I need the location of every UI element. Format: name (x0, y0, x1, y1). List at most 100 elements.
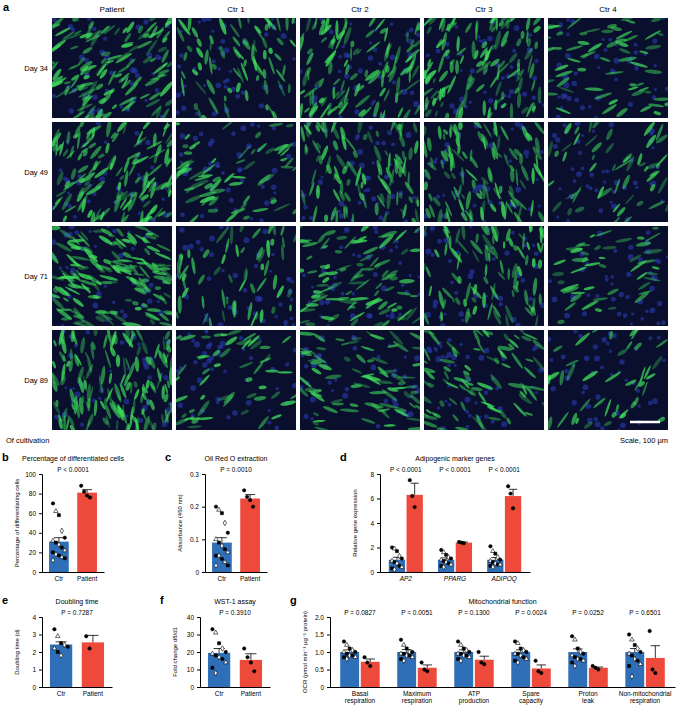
stain (424, 99, 431, 113)
stain (142, 55, 153, 64)
nucleus (610, 201, 613, 204)
stain (435, 110, 439, 116)
stain (52, 68, 63, 82)
nucleus (180, 133, 185, 138)
stain (350, 47, 352, 61)
nucleus (578, 151, 582, 155)
nucleus (214, 162, 220, 168)
stain (232, 67, 241, 78)
stain (438, 18, 445, 30)
stain (116, 227, 125, 237)
nucleus (179, 53, 184, 58)
nucleus (409, 274, 412, 277)
stain (100, 24, 111, 34)
stain (197, 108, 203, 118)
stain (286, 123, 294, 128)
stain (243, 59, 248, 67)
stain (320, 96, 328, 108)
stain (664, 202, 668, 212)
stain (534, 137, 541, 154)
nucleus (137, 173, 140, 176)
stain (98, 234, 113, 246)
nucleus (217, 67, 221, 71)
nucleus (300, 69, 303, 74)
stain (81, 198, 87, 213)
stain (500, 201, 507, 220)
stain (204, 49, 210, 65)
micrograph (424, 18, 544, 118)
stain (505, 228, 512, 242)
nucleus (401, 283, 405, 287)
stain (316, 284, 329, 287)
stain (137, 25, 144, 35)
stain (459, 122, 464, 128)
nucleus (371, 196, 376, 201)
nucleus (525, 155, 528, 158)
stain (243, 215, 251, 221)
nucleus (61, 324, 65, 326)
stain (437, 54, 446, 74)
stain (548, 36, 552, 39)
nucleus (212, 59, 216, 63)
stain (183, 52, 188, 62)
stain (625, 155, 636, 172)
stain (655, 162, 661, 169)
stain (300, 89, 306, 95)
stain (267, 56, 275, 75)
nucleus (635, 186, 638, 189)
nucleus (209, 252, 214, 257)
stain (226, 297, 229, 305)
stain (398, 170, 402, 178)
stain (451, 148, 465, 162)
stain (519, 179, 527, 190)
nucleus (65, 266, 68, 269)
stain (510, 169, 515, 183)
stain (229, 23, 241, 38)
stain (428, 204, 436, 219)
stain (144, 205, 156, 220)
nucleus (319, 300, 325, 306)
stain (280, 165, 294, 168)
nucleus (510, 65, 514, 69)
stain (163, 18, 172, 29)
nucleus (224, 85, 228, 89)
stain (599, 56, 611, 62)
nucleus (179, 227, 184, 232)
nucleus (507, 94, 511, 98)
stain (75, 244, 93, 254)
row-label: Day 34 (24, 64, 48, 73)
stain (300, 32, 305, 45)
stain (233, 49, 245, 61)
stain (68, 63, 80, 70)
stain (124, 265, 133, 273)
nucleus (325, 299, 331, 305)
nucleus (458, 311, 463, 316)
stain (535, 154, 539, 168)
stain (456, 47, 467, 56)
nucleus (412, 196, 416, 200)
nucleus (254, 264, 258, 268)
stain (165, 157, 171, 168)
stain (335, 29, 346, 41)
stain (111, 104, 118, 110)
micrograph (176, 122, 296, 222)
stain (289, 304, 292, 311)
stain (349, 296, 369, 301)
nucleus (574, 97, 579, 102)
nucleus (614, 77, 618, 81)
nucleus (435, 157, 438, 160)
stain (176, 311, 179, 319)
micrograph (424, 122, 544, 222)
micrograph-background (176, 226, 296, 326)
nucleus (359, 163, 365, 169)
stain (579, 50, 596, 58)
stain (251, 227, 262, 239)
stain (349, 72, 359, 81)
nucleus (515, 122, 521, 127)
nucleus (515, 187, 521, 193)
stain (260, 263, 264, 270)
stain (457, 144, 461, 154)
stain (515, 169, 519, 187)
nucleus (633, 43, 637, 47)
nucleus (226, 187, 231, 192)
